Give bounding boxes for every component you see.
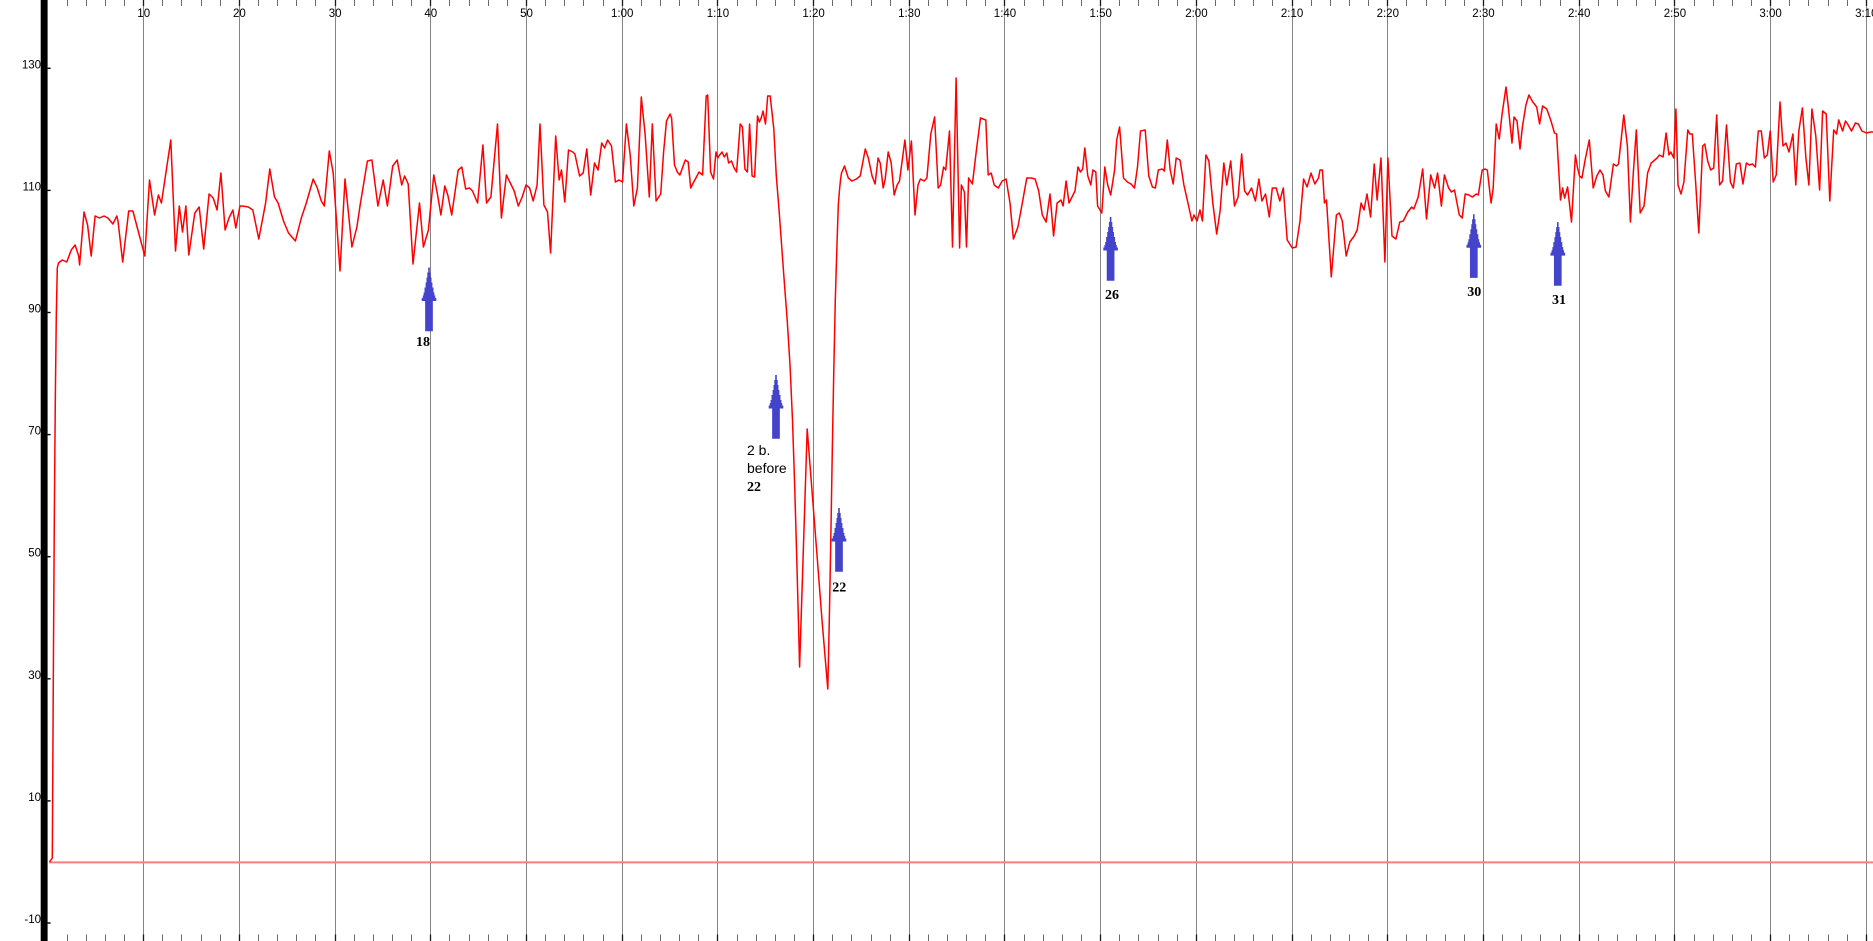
svg-text:3:10: 3:10	[1855, 8, 1873, 20]
svg-text:26: 26	[1105, 288, 1119, 303]
svg-text:1:00: 1:00	[611, 8, 633, 20]
svg-text:110: 110	[23, 181, 41, 193]
svg-text:22: 22	[747, 480, 761, 495]
svg-text:10: 10	[137, 8, 150, 20]
svg-text:18: 18	[416, 335, 430, 350]
svg-text:31: 31	[1552, 293, 1566, 308]
svg-text:30: 30	[1467, 285, 1481, 300]
svg-text:before: before	[747, 460, 787, 476]
svg-text:1:40: 1:40	[994, 8, 1016, 20]
svg-text:1:10: 1:10	[707, 8, 729, 20]
svg-text:1:30: 1:30	[898, 8, 920, 20]
svg-text:-10: -10	[24, 914, 41, 926]
svg-text:50: 50	[28, 548, 41, 560]
svg-text:10: 10	[28, 792, 41, 804]
svg-text:2:40: 2:40	[1568, 8, 1590, 20]
svg-text:2:50: 2:50	[1664, 8, 1686, 20]
svg-text:1:20: 1:20	[802, 8, 824, 20]
svg-text:30: 30	[329, 8, 342, 20]
svg-text:1:50: 1:50	[1090, 8, 1112, 20]
svg-text:130: 130	[22, 59, 41, 71]
svg-text:90: 90	[28, 304, 41, 316]
svg-text:22: 22	[832, 581, 846, 596]
svg-text:50: 50	[520, 8, 533, 20]
svg-text:3:00: 3:00	[1759, 8, 1781, 20]
svg-text:2:20: 2:20	[1377, 8, 1399, 20]
svg-text:2:30: 2:30	[1472, 8, 1494, 20]
svg-text:70: 70	[28, 426, 41, 438]
svg-text:30: 30	[28, 670, 41, 682]
svg-text:20: 20	[233, 8, 246, 20]
svg-text:2:00: 2:00	[1185, 8, 1207, 20]
svg-text:40: 40	[424, 8, 437, 20]
svg-text:2 b.: 2 b.	[747, 442, 770, 458]
svg-text:2:10: 2:10	[1281, 8, 1303, 20]
